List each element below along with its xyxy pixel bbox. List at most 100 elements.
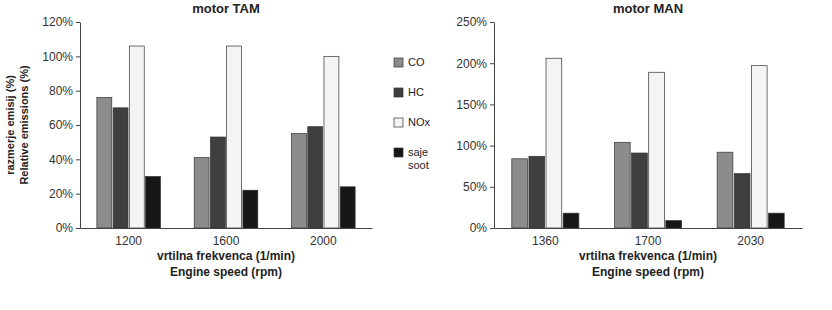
x-axis-title: Engine speed (rpm) bbox=[592, 265, 704, 279]
y-tick: 80% bbox=[49, 84, 80, 98]
bar bbox=[194, 158, 209, 228]
bar bbox=[666, 221, 682, 228]
y-tick-mark bbox=[76, 228, 80, 229]
y-tick-mark bbox=[490, 146, 494, 147]
y-axis: 0% 50% 100% 150% 200% 250% bbox=[456, 15, 494, 235]
y-tick-mark bbox=[490, 63, 494, 64]
y-tick-label: 50% bbox=[463, 180, 487, 194]
bar bbox=[227, 46, 242, 228]
x-axis-title: Engine speed (rpm) bbox=[170, 265, 282, 279]
x-axis: 1200 1600 2000 bbox=[81, 228, 373, 248]
y-axis: 0% 20% 40% 60% 80% 100% 120% bbox=[42, 15, 80, 235]
x-tick-label: 1200 bbox=[115, 234, 142, 248]
x-tick-label: 1600 bbox=[213, 234, 240, 248]
chart-1: 0% 50% 100% 150% 200% 250% 1360 1700 2030 motor M… bbox=[456, 1, 802, 279]
x-tick-label: 2000 bbox=[310, 234, 337, 248]
chart-title: motor MAN bbox=[613, 1, 683, 16]
legend-swatch bbox=[394, 88, 403, 97]
legend-label: NOx bbox=[408, 116, 431, 128]
y-axis-title: Relative emissions (%) bbox=[18, 65, 30, 185]
y-tick: 0% bbox=[56, 221, 80, 235]
y-tick-mark bbox=[76, 159, 80, 160]
bar bbox=[734, 174, 750, 228]
y-tick: 120% bbox=[42, 15, 80, 29]
x-tick: 1360 bbox=[532, 228, 559, 248]
chart-canvas: 0% 20% 40% 60% 80% 100% 120% 1200 1600 2000 motor … bbox=[0, 0, 832, 310]
x-tick-label: 1700 bbox=[635, 234, 662, 248]
y-axis-line bbox=[494, 23, 495, 229]
legend-label: HC bbox=[408, 86, 424, 98]
y-tick-mark bbox=[76, 56, 80, 57]
bar bbox=[146, 177, 161, 229]
chart-0: 0% 20% 40% 60% 80% 100% 120% 1200 1600 2000 motor … bbox=[4, 1, 431, 279]
y-tick-label: 250% bbox=[456, 15, 487, 29]
bar bbox=[563, 213, 579, 228]
x-tick: 1700 bbox=[635, 228, 662, 248]
bar bbox=[292, 134, 307, 228]
legend-swatch bbox=[394, 58, 403, 67]
y-tick: 40% bbox=[49, 153, 80, 167]
bar bbox=[113, 108, 128, 228]
y-tick-label: 20% bbox=[49, 187, 73, 201]
x-tick: 2000 bbox=[310, 228, 337, 248]
y-tick: 100% bbox=[456, 139, 494, 153]
bar bbox=[340, 187, 355, 228]
y-tick: 60% bbox=[49, 118, 80, 132]
y-tick-mark bbox=[76, 125, 80, 126]
y-tick: 100% bbox=[42, 50, 80, 64]
y-tick-label: 60% bbox=[49, 118, 73, 132]
legend-label: CO bbox=[408, 56, 425, 68]
y-tick-mark bbox=[490, 22, 494, 23]
y-tick: 150% bbox=[456, 98, 494, 112]
y-tick-mark bbox=[490, 104, 494, 105]
x-tick: 2030 bbox=[737, 228, 764, 248]
bar bbox=[546, 58, 562, 228]
y-tick: 250% bbox=[456, 15, 494, 29]
y-tick-label: 100% bbox=[456, 139, 487, 153]
y-tick: 0% bbox=[470, 221, 494, 235]
x-tick-label: 1360 bbox=[532, 234, 559, 248]
bar bbox=[649, 72, 665, 228]
y-axis-line bbox=[80, 23, 81, 229]
bar bbox=[512, 159, 528, 228]
x-tick-label: 2030 bbox=[737, 234, 764, 248]
y-tick-label: 150% bbox=[456, 98, 487, 112]
bar bbox=[768, 213, 784, 228]
bar bbox=[210, 137, 225, 228]
bar bbox=[243, 190, 258, 228]
bar bbox=[308, 127, 323, 228]
bar bbox=[529, 156, 545, 228]
x-axis: 1360 1700 2030 bbox=[495, 228, 803, 248]
y-tick-mark bbox=[76, 91, 80, 92]
y-tick-label: 0% bbox=[470, 221, 488, 235]
x-axis-title: vrtilna frekvenca (1/min) bbox=[579, 249, 717, 263]
y-tick-mark bbox=[490, 187, 494, 188]
y-tick-label: 200% bbox=[456, 57, 487, 71]
x-axis-line bbox=[495, 228, 803, 229]
bar bbox=[97, 98, 112, 228]
bar bbox=[751, 66, 767, 228]
y-tick: 50% bbox=[463, 180, 494, 194]
y-tick-label: 0% bbox=[56, 221, 74, 235]
bar bbox=[614, 142, 630, 228]
y-tick-label: 80% bbox=[49, 84, 73, 98]
y-tick-mark bbox=[490, 228, 494, 229]
y-tick-mark bbox=[76, 194, 80, 195]
bar bbox=[324, 56, 339, 228]
bars bbox=[97, 46, 355, 228]
x-axis-line bbox=[81, 228, 373, 229]
legend: CO HC NOx sajesoot bbox=[394, 56, 431, 171]
y-axis-title: razmerje emisij (%) bbox=[4, 75, 16, 175]
y-tick-label: 100% bbox=[42, 50, 73, 64]
bar bbox=[717, 152, 733, 228]
bar bbox=[129, 46, 144, 228]
y-tick-label: 120% bbox=[42, 15, 73, 29]
legend-swatch bbox=[394, 118, 403, 127]
x-axis-title: vrtilna frekvenca (1/min) bbox=[157, 249, 295, 263]
x-tick: 1200 bbox=[115, 228, 142, 248]
legend-swatch bbox=[394, 148, 403, 157]
chart-title: motor TAM bbox=[192, 1, 260, 16]
legend-label: sajesoot bbox=[408, 146, 429, 171]
y-tick-label: 40% bbox=[49, 153, 73, 167]
y-tick: 200% bbox=[456, 57, 494, 71]
